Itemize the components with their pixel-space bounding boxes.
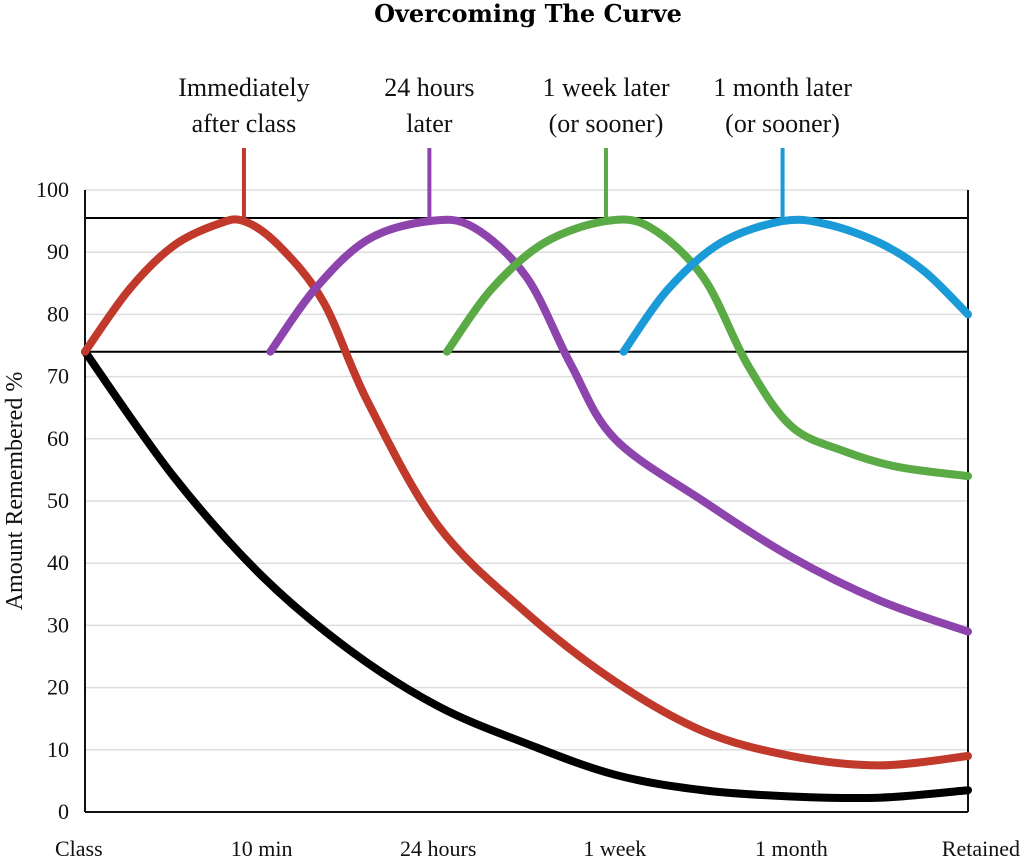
x-tick-label: 1 week [583,836,646,861]
annotation-label: 1 month later [713,73,852,102]
x-tick-labels: Class 10 min 24 hours 1 week 1 month Retained [55,836,1020,861]
annotation-label: after class [192,109,297,138]
series-line [619,215,972,356]
annotation-label: later [406,109,453,138]
y-tick-label: 10 [47,737,69,762]
series-lines [81,215,972,803]
annotation-label: (or sooner) [549,109,664,138]
series-line [443,215,972,481]
series-line [81,215,972,770]
y-tick-label: 50 [47,488,69,513]
annotations: Immediately after class 24 hours later 1 wee… [178,73,852,220]
annotation-label: Immediately [178,73,309,102]
series-line [266,215,972,636]
y-tick-label: 0 [58,799,69,824]
series-line [81,347,972,803]
y-tick-label: 30 [47,612,69,637]
annotation-label: 24 hours [384,73,474,102]
x-tick-label: 10 min [231,836,293,861]
annotation-label: 1 week later [542,73,669,102]
y-axis-label: Amount Remembered % [2,372,28,611]
y-tick-labels: 0 10 20 30 40 50 60 70 80 90 100 [36,177,69,824]
x-tick-label: 24 hours [400,836,476,861]
y-tick-label: 60 [47,426,69,451]
chart-title: Overcoming The Curve [374,0,682,28]
x-tick-label: 1 month [755,836,828,861]
reference-lines [85,216,968,353]
y-tick-label: 40 [47,550,69,575]
y-tick-label: 80 [47,301,69,326]
x-tick-label: Retained [942,836,1020,861]
x-tick-label: Class [55,836,103,861]
annotation-label: (or sooner) [725,109,840,138]
y-tick-label: 20 [47,675,69,700]
y-tick-label: 100 [36,177,69,202]
axes [84,190,969,813]
y-tick-label: 90 [47,239,69,264]
y-tick-label: 70 [47,364,69,389]
